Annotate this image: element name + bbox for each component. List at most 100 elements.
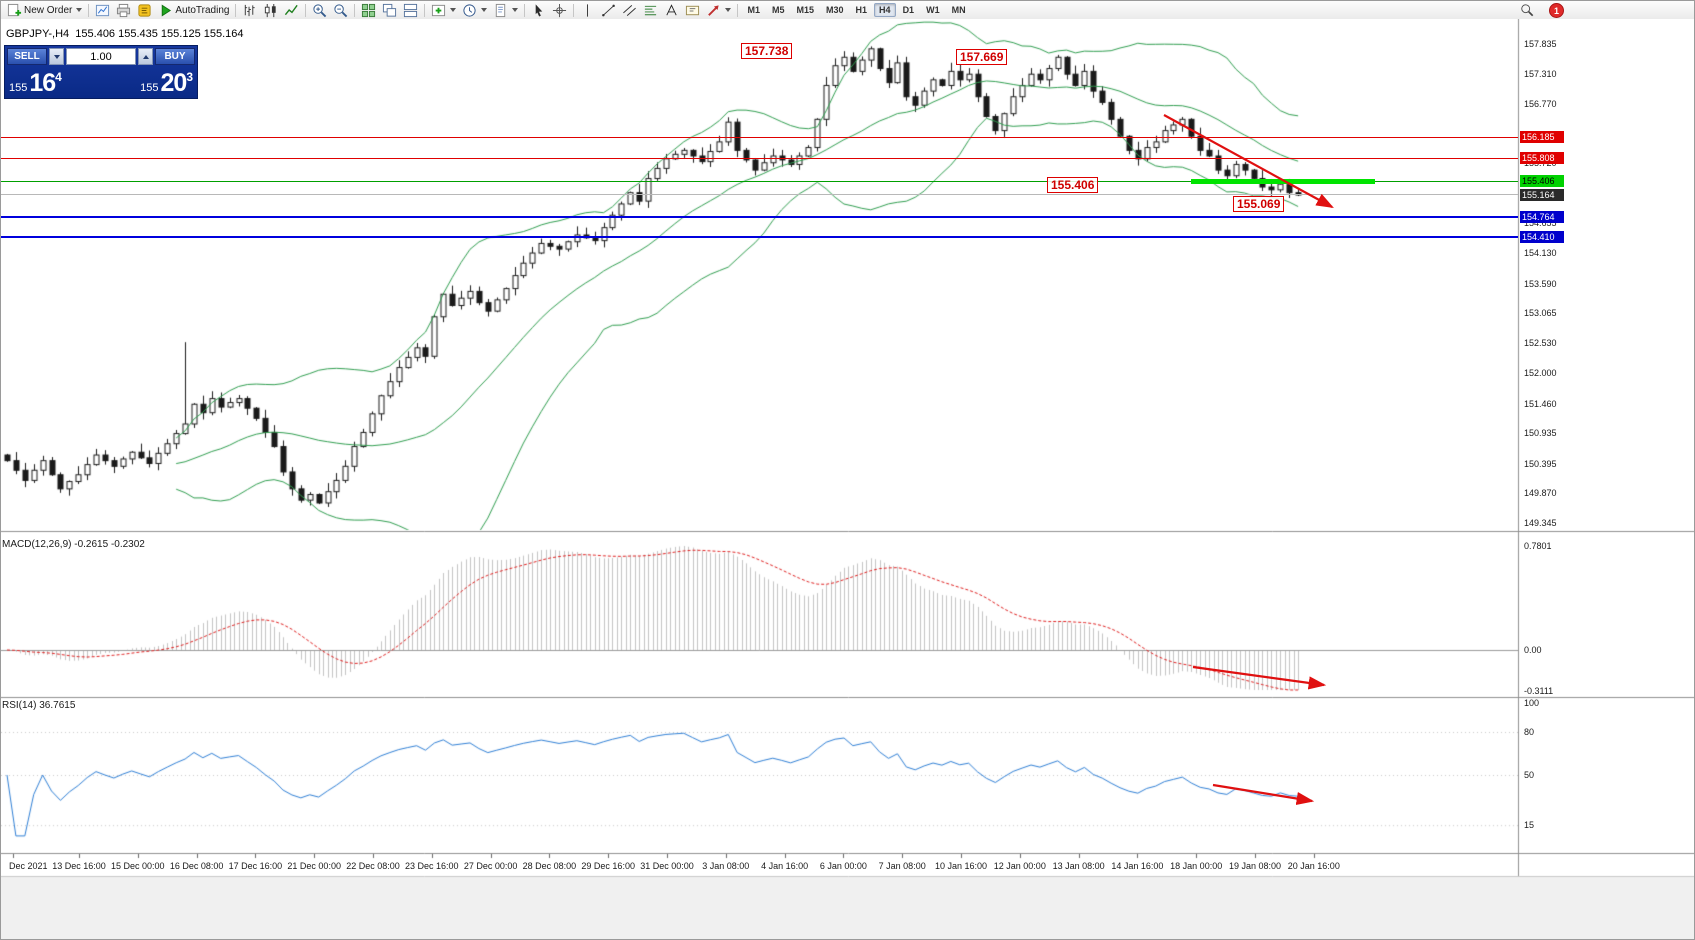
timeframe-m5[interactable]: M5 xyxy=(771,5,785,15)
rsi-scale-label: 15 xyxy=(1524,820,1535,831)
time-axis-label: 7 Jan 08:00 xyxy=(878,861,926,871)
shapes-button[interactable] xyxy=(703,1,734,19)
templates-icon xyxy=(493,3,508,18)
sell-button[interactable]: SELL xyxy=(7,48,47,65)
time-axis-label: 22 Dec 08:00 xyxy=(346,861,400,871)
price-scale-label: 150.395 xyxy=(1524,458,1557,469)
print-button[interactable] xyxy=(113,1,134,19)
periods-button[interactable] xyxy=(459,1,490,19)
time-axis-label: 27 Dec 00:00 xyxy=(463,861,518,871)
cursor-button[interactable] xyxy=(528,1,549,19)
zoom-in-button[interactable] xyxy=(309,1,330,19)
support-highlight-segment[interactable] xyxy=(1191,179,1375,185)
vertical-line-icon xyxy=(580,3,595,18)
price-scale-label: 153.065 xyxy=(1524,308,1557,319)
arrange-windows-button[interactable] xyxy=(400,1,421,19)
cascade-windows-button[interactable] xyxy=(379,1,400,19)
autotrading-icon xyxy=(158,3,173,18)
macd-scale-label: 0.00 xyxy=(1524,645,1542,655)
sell-price-sup: 4 xyxy=(55,70,62,84)
charts-button[interactable] xyxy=(92,1,113,19)
chevron-down-icon xyxy=(512,8,519,12)
buy-price-big: 20 xyxy=(160,69,188,97)
zoom-out-button[interactable] xyxy=(330,1,351,19)
rsi-scale-label: 100 xyxy=(1524,698,1540,709)
toolbar-separator xyxy=(354,3,356,17)
crosshair-button[interactable] xyxy=(549,1,570,19)
time-axis-label: 13 Dec 16:00 xyxy=(52,861,106,871)
timeframe-m15[interactable]: M15 xyxy=(796,5,815,15)
volume-up-button[interactable] xyxy=(138,48,153,65)
timeframe-m1[interactable]: M1 xyxy=(747,5,760,15)
metaeditor-icon xyxy=(137,3,152,18)
timeframe-d1[interactable]: D1 xyxy=(902,5,915,15)
price-tag-156.185: 156.185 xyxy=(1520,131,1564,144)
line-chart-button[interactable] xyxy=(281,1,302,19)
indicators-button[interactable] xyxy=(428,1,459,19)
level-line-155.164[interactable] xyxy=(1,194,1518,196)
volume-down-button[interactable] xyxy=(49,48,64,65)
time-axis-label: 29 Dec 16:00 xyxy=(581,861,635,871)
trendline-icon xyxy=(601,3,616,18)
zoom-in-icon xyxy=(312,3,327,18)
autotrading-button[interactable]: AutoTrading xyxy=(155,1,232,19)
price-scale-label: 149.345 xyxy=(1524,518,1557,528)
macd-scale-label: -0.3111 xyxy=(1524,686,1554,697)
macd-scale-label: 0.7801 xyxy=(1524,541,1552,551)
metaeditor-button[interactable] xyxy=(134,1,155,19)
level-line-155.808[interactable] xyxy=(1,157,1518,159)
label-button[interactable] xyxy=(682,1,703,19)
buy-price-main: 155 xyxy=(140,82,159,94)
channel-button[interactable] xyxy=(619,1,640,19)
toolbar-separator xyxy=(235,3,237,17)
price-annotation-157.738[interactable]: 157.738 xyxy=(741,43,793,59)
sell-price-main: 155 xyxy=(9,82,28,94)
volume-down-icon xyxy=(53,54,60,59)
bar-chart-icon xyxy=(242,3,257,18)
periods-icon xyxy=(462,3,477,18)
search-icon[interactable] xyxy=(1520,3,1534,22)
timeframe-h4[interactable]: H4 xyxy=(874,3,896,17)
price-scale-label: 152.000 xyxy=(1524,368,1557,379)
line-chart-icon xyxy=(284,3,299,18)
indicators-icon xyxy=(431,3,446,18)
price-annotation-157.669[interactable]: 157.669 xyxy=(956,49,1008,65)
chart-region: GBPJPY-,H4 155.406 155.435 155.125 155.1… xyxy=(1,19,1694,939)
new-order-button[interactable]: New Order xyxy=(4,1,85,19)
print-icon xyxy=(116,3,131,18)
trendline-button[interactable] xyxy=(598,1,619,19)
text-button[interactable] xyxy=(661,1,682,19)
tile-windows-button[interactable] xyxy=(358,1,379,19)
fibonacci-button[interactable] xyxy=(640,1,661,19)
level-line-156.185[interactable] xyxy=(1,136,1518,138)
price-tag-155.808: 155.808 xyxy=(1520,152,1564,165)
candlestick-button[interactable] xyxy=(260,1,281,19)
notification-badge[interactable]: 1 xyxy=(1549,3,1564,18)
level-line-154.410[interactable] xyxy=(1,236,1518,239)
vertical-line-button[interactable] xyxy=(577,1,598,19)
timeframe-mn[interactable]: MN xyxy=(951,5,966,15)
time-axis-label: 13 Jan 08:00 xyxy=(1052,861,1105,871)
price-scale-label: 157.835 xyxy=(1524,39,1557,49)
level-line-154.764[interactable] xyxy=(1,216,1518,219)
chevron-down-icon xyxy=(725,8,732,12)
rsi-name: RSI(14) xyxy=(2,700,37,711)
price-chart-canvas[interactable] xyxy=(1,19,1694,939)
chevron-down-icon xyxy=(481,8,488,12)
time-axis-label: 4 Jan 16:00 xyxy=(761,861,809,871)
templates-button[interactable] xyxy=(490,1,521,19)
bar-chart-button[interactable] xyxy=(239,1,260,19)
price-annotation-155.406[interactable]: 155.406 xyxy=(1047,177,1099,193)
toolbar-button-label: New Order xyxy=(24,4,73,16)
volume-input[interactable] xyxy=(66,48,136,65)
price-annotation-155.069[interactable]: 155.069 xyxy=(1233,196,1285,212)
timeframe-h1[interactable]: H1 xyxy=(855,5,868,15)
timeframe-m30[interactable]: M30 xyxy=(826,5,844,15)
level-line-155.406[interactable] xyxy=(1,180,1518,182)
price-scale-label: 149.870 xyxy=(1524,488,1557,499)
buy-button[interactable]: BUY xyxy=(155,48,195,65)
timeframe-w1[interactable]: W1 xyxy=(926,5,940,15)
channel-icon xyxy=(622,3,637,18)
label-icon xyxy=(685,3,700,18)
time-axis-label: 6 Jan 00:00 xyxy=(819,861,867,871)
